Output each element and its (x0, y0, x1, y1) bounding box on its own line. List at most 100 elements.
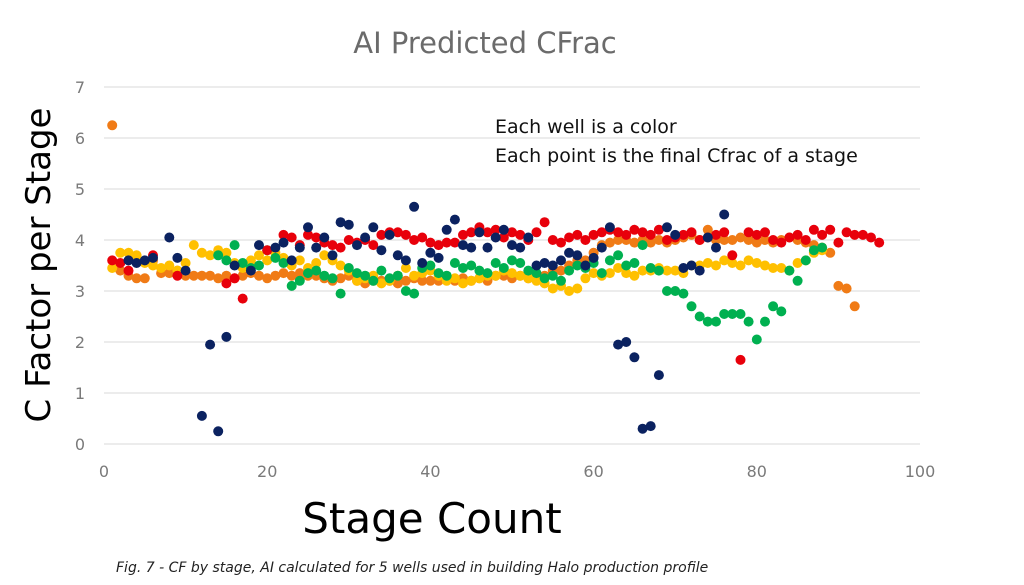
figure-caption: Fig. 7 - CF by stage, AI calculated for … (116, 560, 709, 576)
data-point (678, 288, 689, 299)
data-point (441, 270, 452, 281)
y-axis-label: C Factor per Stage (19, 108, 59, 423)
data-point (409, 288, 420, 299)
x-tick-label: 60 (583, 462, 603, 481)
data-point (792, 275, 803, 286)
data-point (409, 235, 420, 245)
data-point (760, 227, 770, 238)
data-point (352, 275, 362, 286)
data-point (343, 263, 354, 273)
data-point (719, 235, 730, 245)
data-point (645, 421, 656, 432)
data-point (629, 352, 640, 363)
data-point (294, 275, 305, 286)
annotation-line-1: Each well is a color (495, 116, 677, 138)
data-point (213, 273, 224, 284)
data-point (400, 229, 411, 240)
data-point (768, 301, 779, 312)
data-point (621, 260, 632, 271)
data-point (580, 235, 591, 245)
data-point (278, 268, 289, 279)
y-axis-ticks: 0 1 2 3 4 5 6 7 (75, 78, 85, 454)
data-point (645, 263, 656, 273)
data-point (694, 311, 705, 322)
data-point (653, 235, 664, 245)
data-point (613, 250, 624, 261)
data-point (523, 232, 534, 243)
data-point (458, 229, 468, 240)
data-point (751, 237, 762, 248)
data-point (735, 309, 746, 319)
data-point (466, 242, 477, 253)
data-point (515, 229, 526, 240)
data-point (482, 268, 493, 279)
data-point (148, 252, 158, 263)
data-point (784, 265, 795, 276)
data-point (205, 339, 216, 350)
data-point (564, 265, 575, 276)
chart-title: AI Predicted CFrac (353, 26, 616, 60)
data-point (164, 232, 175, 243)
data-point (352, 268, 362, 279)
data-point (784, 232, 795, 243)
data-point (458, 240, 468, 251)
data-point (833, 237, 844, 248)
data-point (735, 354, 746, 365)
data-point (425, 247, 436, 258)
data-point (490, 258, 501, 268)
data-point (490, 224, 501, 235)
data-point (270, 270, 281, 281)
x-axis-label: Stage Count (302, 494, 561, 543)
data-point (539, 217, 550, 228)
data-point (286, 280, 297, 291)
data-point (131, 258, 142, 268)
data-point (221, 247, 232, 258)
y-tick-label: 2 (75, 333, 85, 352)
data-point (449, 273, 460, 284)
data-point (498, 224, 509, 235)
data-point (400, 286, 411, 296)
y-tick-label: 7 (75, 78, 85, 97)
data-point (229, 240, 240, 251)
data-point (653, 265, 664, 276)
data-point (645, 229, 656, 240)
data-point (841, 227, 852, 238)
y-tick-label: 3 (75, 282, 85, 301)
data-point (719, 309, 730, 319)
data-point (531, 268, 542, 279)
data-point (254, 240, 264, 251)
data-point (653, 224, 664, 235)
data-point (196, 270, 207, 281)
data-point (768, 263, 779, 273)
data-point (523, 273, 534, 284)
data-point (637, 423, 648, 434)
data-point (564, 247, 575, 258)
data-point (556, 275, 566, 286)
data-point (123, 265, 134, 276)
data-point (686, 260, 697, 271)
data-point (254, 250, 264, 261)
data-point (596, 268, 607, 279)
data-point (115, 247, 126, 258)
y-tick-label: 1 (75, 384, 85, 403)
data-point (294, 268, 305, 279)
data-point (466, 260, 477, 271)
data-point (719, 255, 730, 266)
data-point (360, 270, 371, 281)
data-point (376, 278, 387, 289)
data-point (596, 242, 607, 253)
data-point (335, 242, 346, 253)
data-point (115, 258, 126, 268)
data-point (604, 222, 615, 233)
data-point (670, 229, 681, 240)
data-point (368, 240, 379, 251)
data-point (670, 286, 681, 296)
data-point (221, 278, 232, 289)
data-point (254, 270, 264, 281)
data-point (735, 260, 746, 271)
data-point (857, 229, 868, 240)
data-point (303, 229, 313, 240)
data-point (188, 270, 199, 281)
data-point (433, 268, 444, 279)
data-point (841, 283, 852, 294)
